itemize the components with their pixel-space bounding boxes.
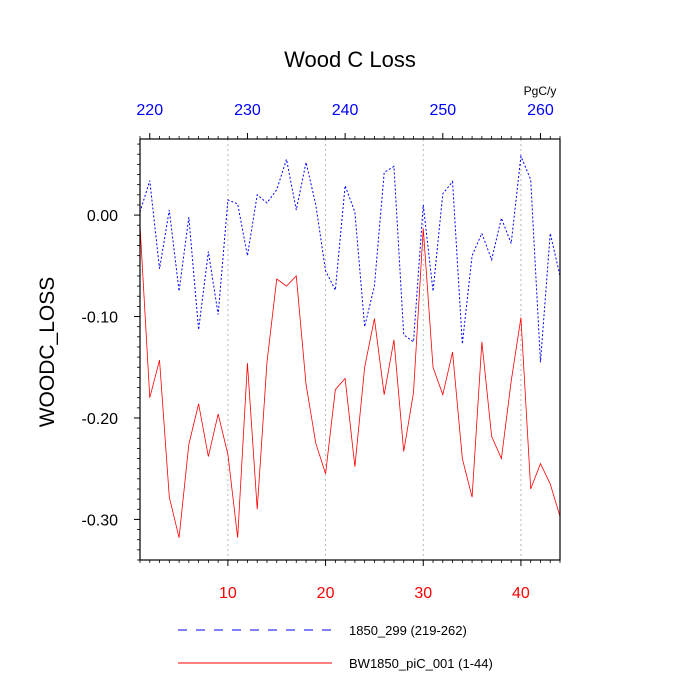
x-bottom-tick-label: 40 [512, 585, 530, 602]
gridlines [227, 139, 522, 560]
x-top-tick-label: 250 [429, 102, 456, 119]
x-top-tick-label: 240 [332, 102, 359, 119]
legend-label-2: BW1850_piC_001 (1-44) [349, 656, 493, 671]
legend: 1850_299 (219-262) BW1850_piC_001 (1-44) [178, 623, 493, 671]
legend-label-1: 1850_299 (219-262) [349, 623, 467, 638]
axes-layer: 0.00 -0.10 -0.20 -0.30 10 20 30 40 220 230 240 250 2… [82, 102, 561, 602]
plot-frame [139, 138, 561, 561]
y-tick-label: 0.00 [87, 208, 118, 225]
x-top-tick-label: 220 [136, 102, 163, 119]
chart-title: Wood C Loss [284, 47, 416, 72]
x-bottom-tick-label: 20 [317, 585, 335, 602]
x-top-tick-label: 260 [527, 102, 554, 119]
y-axis-label: WOODC_LOSS [36, 277, 59, 428]
y-tick-label: -0.20 [82, 411, 119, 428]
x-bottom-tick-label: 30 [414, 585, 432, 602]
y-tick-label: -0.10 [82, 310, 119, 327]
series-line-2 [140, 225, 560, 538]
x-bottom-tick-label: 10 [219, 585, 237, 602]
x-top-tick-label: 230 [234, 102, 261, 119]
units-label: PgC/y [524, 84, 557, 98]
series-layer [140, 154, 560, 538]
y-tick-label: -0.30 [82, 512, 119, 529]
series-line-1 [140, 154, 560, 363]
